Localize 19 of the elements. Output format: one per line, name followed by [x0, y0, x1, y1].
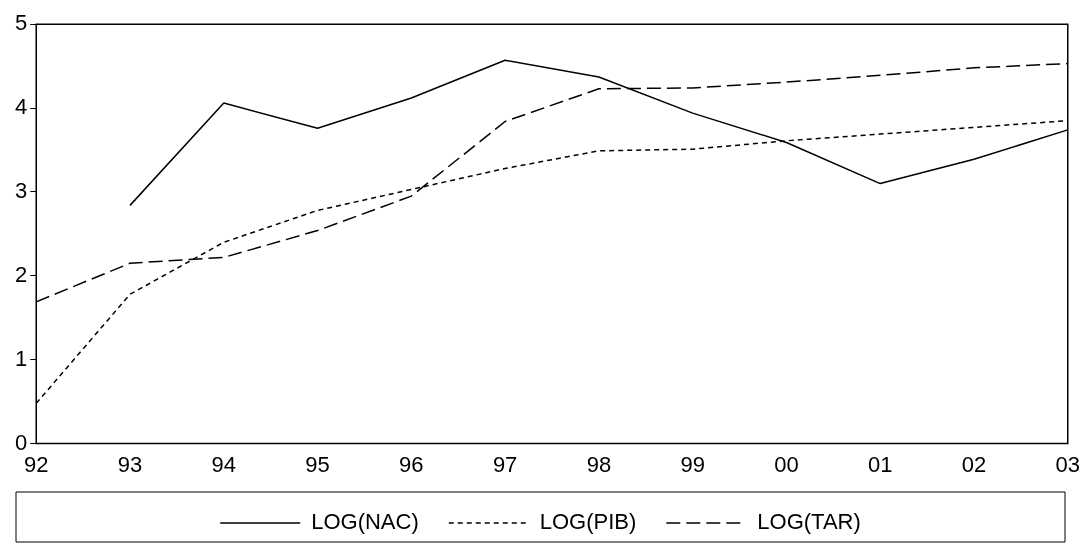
legend-label: LOG(NAC): [311, 509, 419, 535]
y-tick-label: 2: [14, 261, 28, 287]
x-tick-label: 97: [492, 451, 518, 477]
x-tick-label: 93: [117, 451, 143, 477]
y-tick-label: 3: [14, 178, 28, 204]
x-tick-label: 96: [399, 451, 424, 477]
x-tick-label: 01: [867, 451, 893, 477]
x-tick-label: 03: [1055, 451, 1081, 477]
y-tick-label: 4: [14, 94, 28, 120]
legend-label: LOG(TAR): [757, 509, 861, 535]
x-tick-label: 95: [305, 451, 330, 477]
x-tick-label: 94: [211, 451, 237, 477]
x-tick-label: 00: [774, 451, 799, 477]
x-tick-label: 98: [586, 451, 612, 477]
y-tick-label: 5: [14, 10, 28, 36]
x-tick-label: 99: [680, 451, 705, 477]
x-tick-label: 02: [961, 451, 987, 477]
y-tick-label: 1: [14, 345, 28, 371]
legend-label: LOG(PIB): [539, 509, 637, 535]
